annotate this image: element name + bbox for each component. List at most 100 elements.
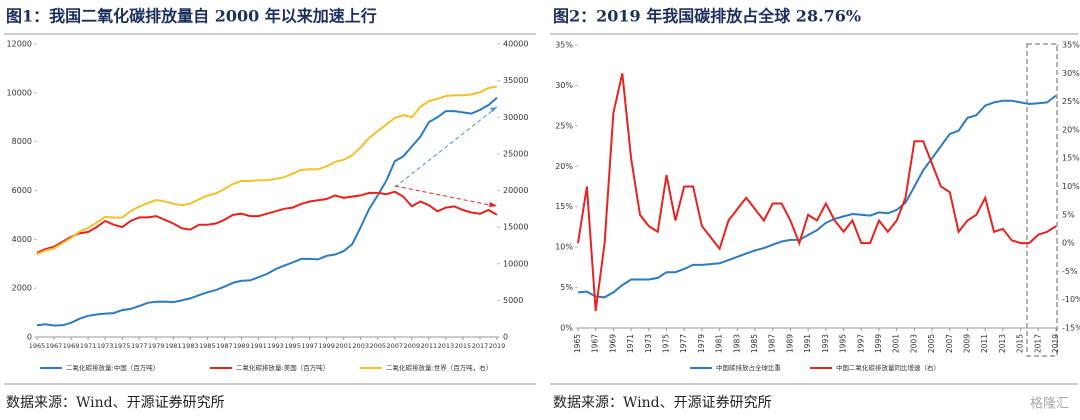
legend-label: 中国碳排放占全球比重 [716, 363, 782, 372]
source: 数据来源：Wind、开源证券研究所 [553, 395, 772, 411]
x-tick-label: 1965 [29, 342, 46, 350]
x-tick-label: 2001 [892, 334, 901, 353]
y-tick-label: 4000 [12, 235, 32, 244]
x-tick-label: 2007 [387, 342, 404, 350]
x-tick-label: 1985 [750, 334, 759, 353]
x-tick-label: 2011 [421, 342, 438, 350]
x-tick-label: 2019 [1051, 334, 1060, 353]
y-tick-label: 6000 [12, 186, 32, 195]
x-tick-label: 2005 [369, 342, 386, 350]
y-tick-label: 2000 [12, 284, 32, 293]
watermark: 格隆汇 [1030, 396, 1069, 412]
x-tick-label: 1983 [732, 334, 741, 353]
y2-tick-label: 10000 [503, 259, 528, 268]
x-tick-label: 2015 [455, 342, 472, 350]
x-tick-label: 1987 [216, 342, 233, 350]
x-tick-label: 1967 [591, 334, 600, 353]
x-tick-label: 1985 [199, 342, 216, 350]
y-tick-label: 15% [555, 202, 573, 211]
x-tick-label: 1999 [874, 334, 883, 353]
chart-title: 图1：我国二氧化碳排放量自 2000 年以来加速上行 [6, 7, 377, 26]
x-tick-label: 1971 [626, 334, 635, 353]
x-tick-label: 1973 [644, 334, 653, 353]
x-tick-label: 1977 [679, 334, 688, 353]
x-tick-label: 1979 [148, 342, 165, 350]
y-tick-label: 0 [27, 333, 32, 342]
y-tick-label: 12000 [7, 40, 32, 49]
y2-tick-label: 15% [1062, 154, 1080, 163]
y2-tick-label: -15% [1062, 324, 1080, 333]
y-tick-label: 10000 [7, 88, 32, 97]
y-tick-label: 25% [555, 121, 573, 130]
series-line [577, 94, 1057, 299]
x-tick-label: 1983 [182, 342, 199, 350]
y2-tick-label: 5% [1062, 210, 1075, 219]
y2-tick-label: 25000 [503, 149, 528, 158]
x-tick-label: 2013 [438, 342, 455, 350]
x-tick-label: 2003 [909, 334, 918, 353]
series-line [36, 96, 498, 327]
y2-tick-label: 35% [1062, 41, 1080, 50]
x-tick-label: 2009 [962, 334, 971, 353]
y-tick-label: 20% [555, 162, 573, 171]
y2-tick-label: -10% [1062, 295, 1080, 304]
y-tick-label: 8000 [12, 137, 32, 146]
y2-tick-label: 20000 [503, 186, 528, 195]
x-tick-label: 1975 [662, 334, 671, 353]
x-tick-label: 2017 [472, 342, 489, 350]
x-tick-label: 2009 [404, 342, 421, 350]
x-tick-label: 2003 [352, 342, 369, 350]
x-tick-label: 1967 [46, 342, 63, 350]
y-tick-label: 35% [555, 41, 573, 50]
x-tick-label: 1993 [821, 334, 830, 353]
x-tick-label: 2001 [335, 342, 352, 350]
series-line [577, 73, 1057, 312]
chart-title: 图2：2019 年我国碳排放占全球 28.76% [553, 7, 861, 26]
x-tick-label: 1965 [573, 334, 582, 353]
y2-tick-label: 15000 [503, 223, 528, 232]
arrow-head [490, 107, 497, 112]
series-line [36, 190, 498, 254]
series-line [36, 85, 498, 256]
x-tick-label: 1969 [608, 334, 617, 353]
x-tick-label: 2019 [489, 342, 506, 350]
legend-label: 中国二氧化碳排放量同比增速（右） [836, 363, 940, 372]
trend-arrow [394, 185, 496, 207]
y-tick-label: 5% [560, 283, 573, 292]
y2-tick-label: 10% [1062, 182, 1080, 191]
x-tick-label: 1991 [803, 334, 812, 353]
x-tick-label: 1975 [114, 342, 131, 350]
highlight-box [1026, 43, 1058, 357]
x-tick-label: 1993 [267, 342, 284, 350]
x-tick-label: 1995 [284, 342, 301, 350]
x-tick-label: 1981 [165, 342, 182, 350]
x-tick-label: 1995 [839, 334, 848, 353]
y2-tick-label: 20% [1062, 125, 1080, 134]
y2-tick-label: 40000 [503, 40, 528, 49]
y2-tick-label: 0 [503, 333, 508, 342]
x-tick-label: 1969 [63, 342, 80, 350]
arrow-head [489, 202, 497, 207]
x-tick-label: 1981 [715, 334, 724, 353]
x-tick-label: 1971 [80, 342, 97, 350]
x-tick-label: 1987 [768, 334, 777, 353]
x-tick-label: 2015 [1016, 334, 1025, 353]
y2-tick-label: 0% [1062, 239, 1075, 248]
y2-tick-label: 25% [1062, 97, 1080, 106]
y2-tick-label: 30% [1062, 69, 1080, 78]
x-tick-label: 1977 [131, 342, 148, 350]
x-tick-label: 1989 [785, 334, 794, 353]
y2-tick-label: 35000 [503, 76, 528, 85]
y-tick-label: 0% [560, 324, 573, 333]
y-tick-label: 30% [555, 81, 573, 90]
x-tick-label: 1997 [301, 342, 318, 350]
x-tick-label: 1979 [697, 334, 706, 353]
legend-label: 二氧化碳排放量:中国（百万吨） [66, 363, 159, 372]
x-tick-label: 1973 [97, 342, 114, 350]
x-tick-label: 2017 [1033, 334, 1042, 353]
x-tick-label: 2013 [998, 334, 1007, 353]
x-tick-label: 1999 [318, 342, 335, 350]
legend-label: 二氧化碳排放量:世界（百万吨，右） [386, 363, 492, 372]
y2-tick-label: -5% [1062, 267, 1078, 276]
